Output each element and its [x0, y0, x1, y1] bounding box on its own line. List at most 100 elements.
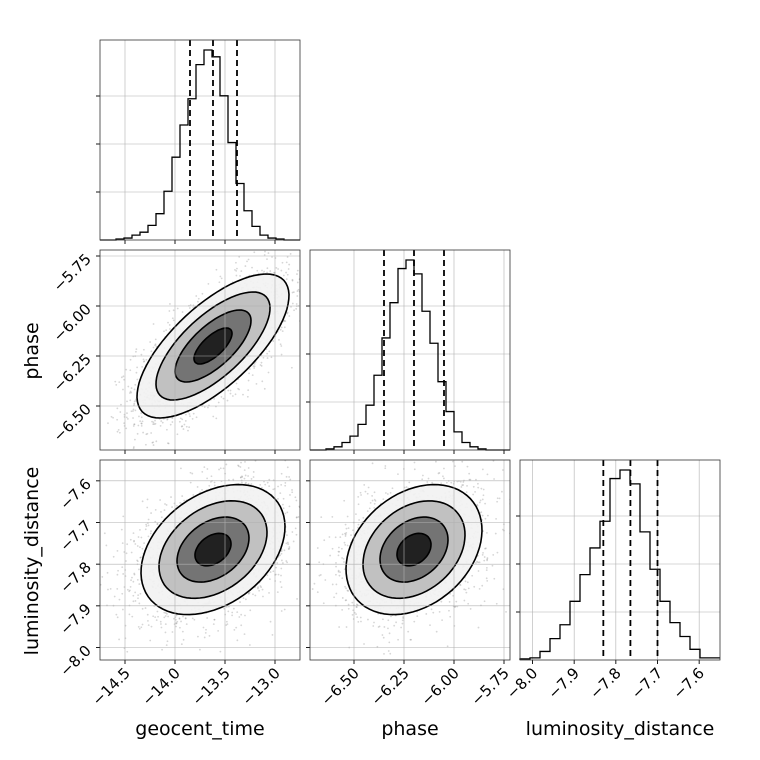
- sample-point: [119, 411, 122, 413]
- sample-point: [238, 616, 241, 618]
- sample-point: [141, 623, 144, 626]
- sample-point: [145, 525, 148, 528]
- sample-point: [140, 422, 143, 425]
- sample-point: [173, 617, 175, 620]
- panel-phase-histogram: [306, 249, 511, 454]
- sample-point: [180, 620, 182, 623]
- sample-point: [150, 432, 153, 434]
- sample-point: [321, 275, 323, 277]
- sample-point: [125, 427, 128, 430]
- sample-point: [140, 412, 143, 415]
- sample-point: [192, 306, 195, 309]
- panel-phase-vs-geocent-time: −6.50−6.25−6.00−5.75: [50, 243, 323, 460]
- sample-point: [286, 311, 289, 314]
- sample-point: [125, 416, 128, 419]
- density-p10-frame: [99, 249, 301, 451]
- sample-point: [136, 559, 139, 562]
- sample-point: [140, 422, 143, 425]
- sample-point: [269, 571, 272, 573]
- sample-point: [168, 310, 171, 312]
- sample-point: [132, 408, 135, 411]
- sample-point: [207, 282, 210, 285]
- hist-phase-frame: [309, 249, 511, 451]
- sample-point: [167, 442, 170, 445]
- sample-point: [121, 592, 124, 595]
- sample-point: [237, 387, 239, 390]
- sample-point: [129, 369, 132, 372]
- sample-point: [142, 431, 145, 434]
- sample-point: [245, 481, 247, 484]
- sample-point: [286, 534, 288, 537]
- sample-point: [291, 291, 294, 294]
- sample-point: [227, 389, 230, 392]
- sample-point: [217, 401, 220, 404]
- sample-point: [166, 417, 169, 420]
- sample-point: [129, 538, 132, 541]
- sample-point: [263, 254, 266, 256]
- sample-point: [203, 466, 206, 468]
- sample-point: [282, 507, 285, 510]
- sample-point: [247, 467, 250, 469]
- sample-point: [269, 578, 271, 581]
- sample-point: [318, 304, 320, 306]
- sample-point: [136, 560, 139, 563]
- sample-point: [169, 328, 171, 330]
- sample-point: [255, 382, 258, 385]
- sample-point: [291, 279, 294, 282]
- sample-point: [188, 413, 191, 415]
- sample-point: [152, 423, 155, 425]
- sample-point: [251, 374, 254, 377]
- sample-point: [140, 424, 143, 427]
- sample-point: [321, 243, 323, 245]
- sample-point: [156, 523, 159, 525]
- sample-point: [243, 477, 246, 480]
- sample-point: [244, 265, 247, 267]
- sample-point: [130, 579, 132, 582]
- sample-point: [287, 548, 290, 550]
- sample-point: [287, 268, 290, 270]
- sample-point: [130, 410, 133, 413]
- sample-point: [164, 631, 167, 634]
- sample-point: [181, 630, 184, 633]
- sample-point: [154, 520, 157, 523]
- sample-point: [208, 634, 211, 637]
- sample-point: [280, 326, 283, 329]
- sample-point: [296, 598, 298, 600]
- sample-point: [135, 458, 137, 460]
- sample-point: [144, 528, 147, 531]
- sample-point: [296, 269, 299, 272]
- sample-point: [193, 457, 195, 459]
- sample-point: [276, 562, 279, 564]
- sample-point: [232, 607, 235, 610]
- sample-point: [153, 423, 156, 425]
- sample-point: [291, 302, 294, 305]
- sample-point: [135, 348, 138, 351]
- sample-point: [252, 593, 254, 596]
- sample-point: [226, 399, 229, 402]
- sample-point: [261, 380, 264, 383]
- sample-point: [143, 542, 146, 545]
- sample-point: [116, 407, 119, 410]
- sample-point: [220, 277, 223, 280]
- sample-point: [133, 404, 135, 407]
- sample-point: [171, 417, 174, 419]
- sample-point: [222, 467, 225, 470]
- sample-point: [227, 605, 230, 608]
- sample-point: [290, 366, 293, 369]
- sample-point: [259, 364, 262, 366]
- sample-point: [142, 348, 145, 351]
- sample-point: [125, 368, 128, 371]
- sample-point: [189, 304, 192, 306]
- sample-point: [126, 588, 129, 591]
- sample-point: [242, 393, 244, 396]
- sample-point: [167, 615, 170, 618]
- sample-point: [285, 261, 288, 264]
- sample-point: [280, 353, 283, 356]
- sample-point: [285, 271, 287, 274]
- sample-point: [236, 639, 239, 642]
- sample-point: [175, 622, 178, 625]
- sample-point: [159, 424, 162, 427]
- sample-point: [123, 422, 126, 425]
- sample-point: [218, 468, 220, 471]
- density-phase-vs-geocent_time: [100, 243, 323, 460]
